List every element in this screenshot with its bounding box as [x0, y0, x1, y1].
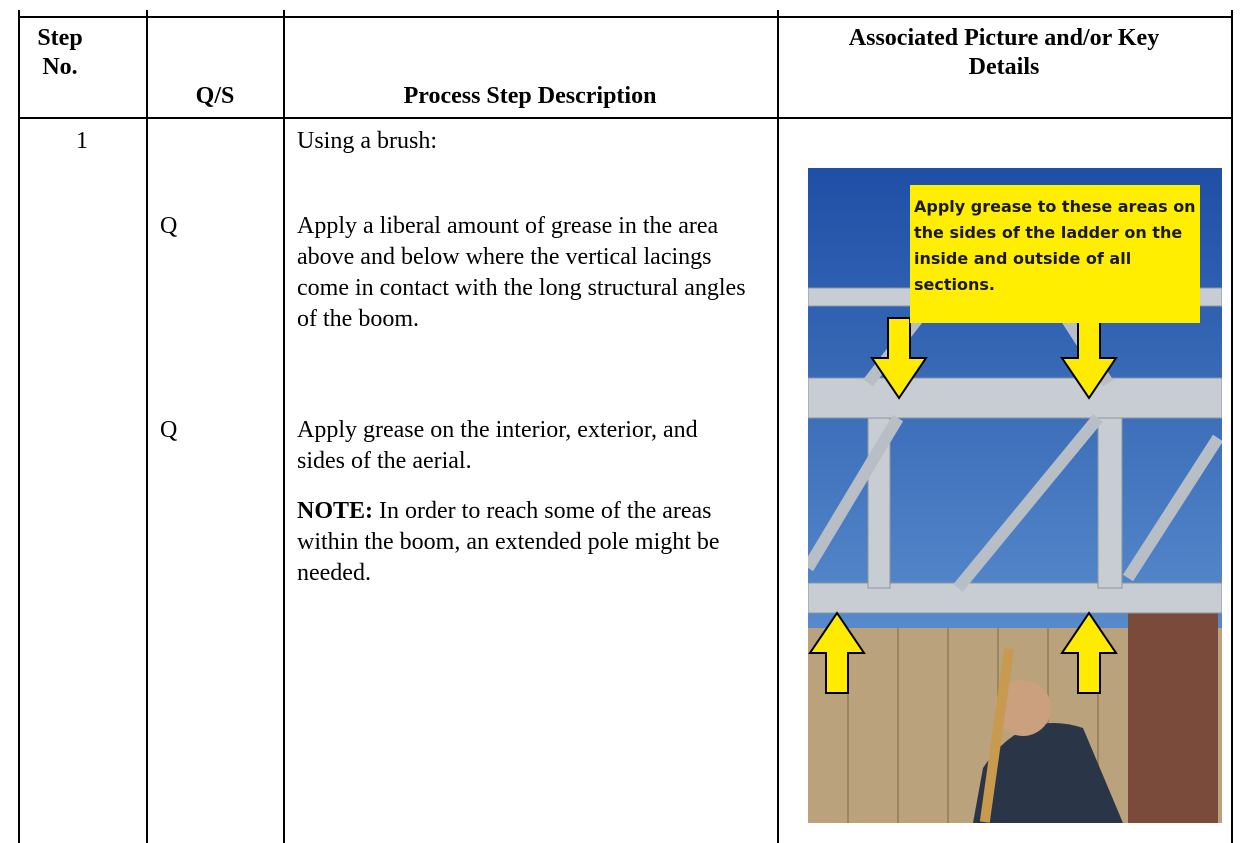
- column-border: [1231, 10, 1233, 843]
- header-cell: Associated Picture and/or Key Details: [848, 25, 1160, 80]
- qs-marker: Q: [160, 417, 178, 443]
- column-border: [146, 10, 148, 843]
- header-cell: Q/S: [195, 83, 235, 109]
- column-border: [283, 10, 285, 843]
- table-top-border: [18, 16, 1232, 18]
- column-border: [777, 10, 779, 843]
- column-border: [18, 10, 20, 843]
- header-cell: Step No.: [37, 25, 83, 80]
- note-text: In order to reach some of the areas with…: [297, 498, 720, 586]
- callout-box: [910, 185, 1200, 323]
- header-border: [18, 117, 1232, 119]
- step-text: Apply grease on the interior, exterior, …: [297, 417, 698, 474]
- photo: [808, 168, 1222, 823]
- photo-callout: Apply grease to these areas on the sides…: [914, 197, 1196, 294]
- qs-marker: Q: [160, 213, 178, 239]
- step-text: Apply a liberal amount of grease in the …: [297, 213, 746, 332]
- header-cell: Process Step Description: [403, 83, 657, 109]
- step-intro: Using a brush:: [297, 128, 437, 154]
- note-label: NOTE:: [297, 498, 374, 524]
- step-number: 1: [76, 128, 88, 154]
- note: NOTE: In order to reach some of the area…: [297, 496, 767, 589]
